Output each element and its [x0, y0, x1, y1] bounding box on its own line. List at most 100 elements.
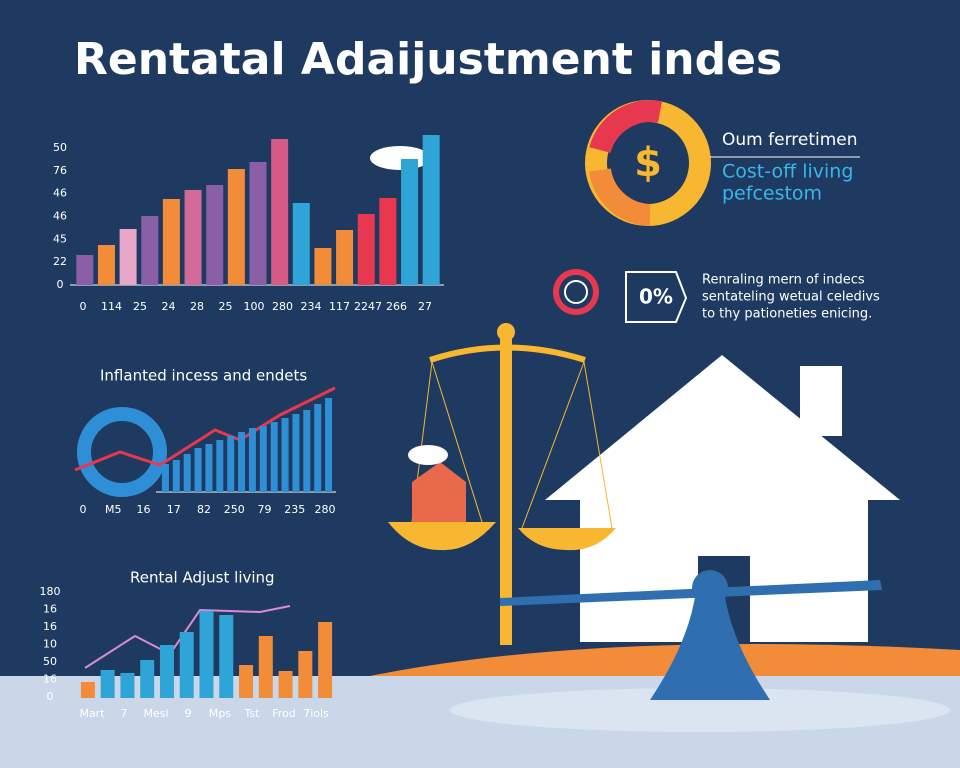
- y-tick-label: 0: [47, 690, 54, 703]
- bar: [80, 682, 95, 698]
- chart-title: Rental Adjust living: [130, 569, 275, 587]
- x-tick-label: 24: [162, 300, 176, 313]
- bar: [303, 410, 311, 492]
- bar: [422, 135, 440, 285]
- bar: [227, 169, 245, 285]
- x-tick-label: Mart: [79, 707, 105, 720]
- legend-line: Oum ferretimen: [722, 130, 858, 150]
- bar: [298, 651, 313, 698]
- x-tick-label: 250: [224, 503, 245, 516]
- badge: 0%: [639, 285, 673, 309]
- x-tick-label: 0: [80, 300, 87, 313]
- x-tick-label: 235: [284, 503, 305, 516]
- bar: [120, 673, 135, 698]
- bar: [259, 426, 267, 492]
- x-tick-label: 17: [167, 503, 181, 516]
- x-tick-label: 2247: [354, 300, 382, 313]
- x-tick-label: 266: [386, 300, 407, 313]
- bar: [179, 632, 194, 698]
- x-tick-label: 117: [329, 300, 350, 313]
- y-tick-label: 180: [40, 585, 61, 598]
- bar: [161, 464, 169, 492]
- chart-2-donut: [77, 407, 167, 497]
- bar: [401, 159, 419, 285]
- x-tick-label: 7iols: [303, 707, 329, 720]
- bar: [184, 190, 202, 285]
- bar: [270, 422, 278, 492]
- bar: [336, 230, 354, 285]
- small-gauge: [553, 269, 599, 315]
- x-tick-label: 114: [101, 300, 122, 313]
- y-tick-label: 16: [43, 673, 57, 686]
- bar: [314, 404, 322, 492]
- x-tick-label: 25: [133, 300, 147, 313]
- bar: [325, 398, 333, 492]
- x-tick-label: 28: [190, 300, 204, 313]
- bar: [239, 665, 254, 698]
- x-tick-label: 100: [244, 300, 265, 313]
- bar: [76, 255, 94, 285]
- seesaw: [500, 570, 882, 700]
- x-tick-label: Mesl: [143, 707, 168, 720]
- badge-frame: [625, 271, 688, 323]
- y-tick-label: 50: [53, 141, 67, 154]
- bar: [119, 229, 137, 285]
- x-tick-label: 7: [121, 707, 128, 720]
- x-tick-label: Frod: [272, 707, 296, 720]
- x-tick-label: 280: [272, 300, 293, 313]
- x-tick-label: 9: [185, 707, 192, 720]
- x-tick-label: 27: [418, 300, 432, 313]
- cloud: [370, 146, 430, 170]
- note-line: Renraling mern of indecs: [702, 273, 865, 288]
- bar: [140, 660, 155, 698]
- x-tick-label: 16: [137, 503, 151, 516]
- bar: [318, 622, 333, 698]
- bar: [97, 245, 115, 285]
- y-tick-label: 10: [43, 638, 57, 651]
- x-tick-label: Mps: [209, 707, 231, 720]
- svg-text:$: $: [634, 140, 662, 186]
- bar: [278, 671, 293, 698]
- y-tick-label: 46: [53, 210, 67, 223]
- bar: [100, 670, 115, 698]
- x-tick-label: M5: [105, 503, 122, 516]
- chart-title: Inflanted incess and endets: [100, 367, 307, 385]
- bar: [379, 198, 397, 285]
- bar: [219, 615, 234, 698]
- y-tick-label: 22: [53, 255, 67, 268]
- title: Rentatal Adaijustment indes: [74, 34, 782, 85]
- bar: [227, 436, 235, 492]
- bar: [249, 162, 267, 285]
- x-tick-label: 82: [197, 503, 211, 516]
- note-line: sentateling wetual celedivs: [702, 290, 880, 305]
- bar: [281, 418, 289, 492]
- bar: [199, 611, 214, 698]
- bar: [194, 448, 202, 492]
- bar: [248, 428, 256, 492]
- x-tick-label: 79: [258, 503, 272, 516]
- bar: [292, 414, 300, 492]
- y-tick-label: 45: [53, 232, 67, 245]
- bar: [258, 636, 273, 698]
- note-line: to thy pationeties enicing.: [702, 307, 872, 322]
- bar: [292, 203, 310, 285]
- bar: [205, 444, 213, 492]
- x-tick-label: 234: [301, 300, 322, 313]
- bar: [314, 248, 332, 285]
- y-tick-label: 46: [53, 187, 67, 200]
- hill: [370, 643, 960, 676]
- bar: [206, 185, 224, 285]
- bar: [172, 460, 180, 492]
- bar: [357, 214, 375, 285]
- x-tick-label: Tst: [244, 707, 261, 720]
- y-tick-label: 50: [43, 655, 57, 668]
- legend-line: pefcestom: [722, 183, 822, 205]
- bar: [159, 645, 174, 698]
- x-tick-label: 0: [80, 503, 87, 516]
- bar: [216, 440, 224, 492]
- y-tick-label: 0: [57, 278, 64, 291]
- y-tick-label: 16: [43, 620, 57, 633]
- y-tick-label: 16: [43, 603, 57, 616]
- x-tick-label: 280: [315, 503, 336, 516]
